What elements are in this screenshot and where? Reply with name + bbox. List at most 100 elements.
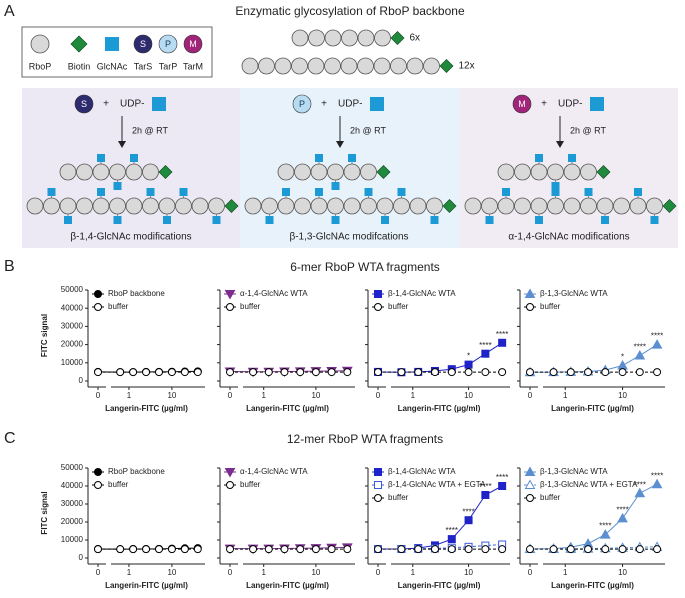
glcnac xyxy=(331,216,340,224)
rbop-unit xyxy=(291,57,308,75)
reagent: UDP- xyxy=(338,99,362,110)
legend-label: buffer xyxy=(540,493,561,502)
marker xyxy=(296,545,305,554)
y-tick-label: 40000 xyxy=(61,481,84,490)
rbop-unit xyxy=(294,163,311,181)
marker xyxy=(414,545,423,554)
rbop-unit xyxy=(109,163,126,181)
rbop-unit xyxy=(92,197,110,215)
x-tick-label: 0 xyxy=(96,568,101,577)
glcnac xyxy=(163,216,171,224)
legend-label: β-1,4-GlcNAc WTA xyxy=(388,467,456,476)
rbop-unit xyxy=(406,57,424,75)
plus: + xyxy=(321,99,327,110)
biotin xyxy=(442,199,457,213)
marker xyxy=(481,368,490,377)
glcnac xyxy=(381,216,389,224)
glcnac xyxy=(47,188,56,196)
rbop-unit xyxy=(277,163,295,181)
marker xyxy=(116,545,125,554)
rbop-unit xyxy=(324,57,341,75)
rbop-unit xyxy=(514,163,531,181)
rbop-unit xyxy=(341,29,358,47)
legend-label: TarM xyxy=(183,61,203,71)
x-tick-label: 10 xyxy=(464,391,473,400)
biotin xyxy=(662,199,677,213)
enzyme xyxy=(133,34,153,54)
row-title: 12-mer RboP WTA fragments xyxy=(287,432,443,446)
legend-label: GlcNAc xyxy=(97,61,128,71)
x-tick-label: 1 xyxy=(411,568,416,577)
rbop-unit xyxy=(580,163,597,181)
x-tick-label: 10 xyxy=(618,568,627,577)
rbop-unit xyxy=(258,57,275,75)
significance: * xyxy=(621,353,624,362)
rbop-unit xyxy=(327,197,344,215)
marker xyxy=(498,545,507,554)
significance: **** xyxy=(634,343,646,352)
rbop-unit xyxy=(208,197,225,215)
glcnac xyxy=(348,154,356,162)
x-tick-label: 10 xyxy=(618,391,627,400)
rbop-unit xyxy=(142,163,159,181)
x-axis-label: Langerin-FITC (µg/ml) xyxy=(398,404,481,413)
marker xyxy=(634,350,646,360)
marker xyxy=(584,368,593,377)
x-axis-label: Langerin-FITC (µg/ml) xyxy=(551,581,634,590)
rbop-unit xyxy=(191,197,209,215)
marker xyxy=(142,368,151,377)
biotin xyxy=(390,31,405,45)
significance: **** xyxy=(651,332,663,341)
legend-label: RboP backbone xyxy=(108,467,165,476)
marker xyxy=(447,368,456,377)
x-axis-label: Langerin-FITC (µg/ml) xyxy=(105,581,188,590)
marker xyxy=(374,368,382,377)
y-tick-label: 20000 xyxy=(61,340,84,349)
marker xyxy=(343,368,352,377)
marker xyxy=(549,368,558,377)
chain-label: 6x xyxy=(410,33,421,44)
marker xyxy=(264,545,273,554)
rbop-unit xyxy=(175,197,192,215)
biotin xyxy=(439,59,454,73)
rbop-unit xyxy=(310,197,328,215)
marker xyxy=(464,545,473,554)
marker xyxy=(599,529,611,539)
legend-label: RboP backbone xyxy=(108,289,165,298)
glcnac xyxy=(551,182,560,190)
rbop-unit xyxy=(59,197,77,215)
x-tick-label: 1 xyxy=(261,568,266,577)
legend-marker xyxy=(374,290,382,298)
y-axis-label: FITC signal xyxy=(40,314,49,357)
enzyme xyxy=(292,94,312,114)
marker xyxy=(634,487,646,498)
glcnac xyxy=(430,216,439,224)
rbop-unit xyxy=(76,163,93,181)
rbop-unit xyxy=(497,163,515,181)
x-tick-label: 1 xyxy=(127,391,132,400)
rbop-unit xyxy=(530,197,548,215)
marker xyxy=(635,545,644,554)
marker xyxy=(481,545,490,554)
legend-marker xyxy=(224,290,236,300)
marker xyxy=(193,368,202,377)
marker xyxy=(526,545,534,554)
rbop-unit xyxy=(547,163,564,181)
marker xyxy=(94,545,102,554)
arrow-head xyxy=(556,141,564,148)
legend-marker xyxy=(374,494,382,502)
biotin xyxy=(158,165,173,179)
x-tick-label: 10 xyxy=(167,568,176,577)
rbop-unit xyxy=(629,197,647,215)
marker xyxy=(180,545,189,554)
rbop-unit xyxy=(261,197,278,215)
biotin xyxy=(70,35,88,53)
rbop-unit xyxy=(310,163,328,181)
glcnac xyxy=(502,188,510,196)
marker xyxy=(129,545,138,554)
glcnac xyxy=(331,182,340,190)
marker xyxy=(653,368,662,377)
rbop-unit xyxy=(596,197,614,215)
rbop-unit xyxy=(390,57,407,75)
marker xyxy=(430,368,439,377)
